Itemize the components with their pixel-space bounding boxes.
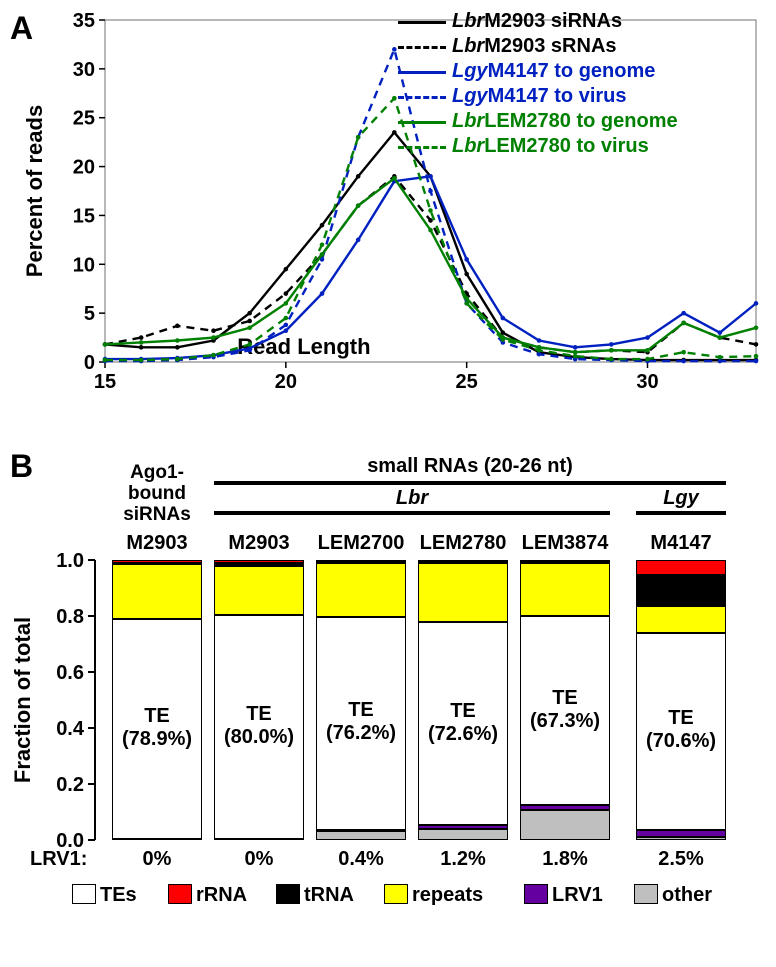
bar-segment-repeats <box>636 606 726 633</box>
bar-segment-other <box>520 810 610 840</box>
legend-swatch <box>398 71 446 74</box>
legend-b-item: rRNA <box>168 884 247 907</box>
legend-b-item: other <box>634 884 712 907</box>
lrv-value: 1.8% <box>514 848 616 871</box>
bar-segment-tRNA <box>636 575 726 606</box>
svg-text:0.4: 0.4 <box>56 718 85 740</box>
svg-text:0.6: 0.6 <box>56 662 84 684</box>
column-label: M4147 <box>630 532 732 555</box>
bar-segment-rRNA <box>112 560 202 563</box>
svg-text:15: 15 <box>73 205 95 227</box>
te-label: TE(78.9%) <box>106 705 208 751</box>
bar-segment-rRNA <box>418 560 508 562</box>
bar-segment-repeats <box>520 563 610 616</box>
svg-text:1.0: 1.0 <box>56 550 84 572</box>
svg-text:20: 20 <box>73 157 95 179</box>
bar-segment-repeats <box>214 566 304 615</box>
bar-segment-other <box>316 831 406 840</box>
bar-segment-repeats <box>418 563 508 622</box>
bar-column: TE(78.9%) <box>112 560 202 840</box>
header-main: small RNAs (20-26 nt) <box>214 455 726 478</box>
svg-text:30: 30 <box>73 59 95 81</box>
legend-b-item: TEs <box>72 884 137 907</box>
bar-column: TE(72.6%) <box>418 560 508 840</box>
bar-segment-rRNA <box>214 560 304 563</box>
lrv-value: 0% <box>208 848 310 871</box>
svg-text:Percent of reads: Percent of reads <box>22 105 47 277</box>
legend-swatch <box>398 96 446 99</box>
lrv-label: LRV1: <box>30 848 87 871</box>
bar-column: TE(76.2%) <box>316 560 406 840</box>
legend-swatch <box>398 121 446 124</box>
bar-column: TE(70.6%) <box>636 560 726 840</box>
svg-text:5: 5 <box>84 303 95 325</box>
te-label: TE(67.3%) <box>514 687 616 733</box>
svg-text:25: 25 <box>73 108 95 130</box>
header-lbr: Lbr <box>214 487 610 510</box>
bar-segment-rRNA <box>636 560 726 575</box>
svg-text:35: 35 <box>73 10 95 32</box>
bar-segment-LRV1 <box>636 830 726 837</box>
bar-column: TE(67.3%) <box>520 560 610 840</box>
legend-b-item: repeats <box>384 884 483 907</box>
bar-segment-other <box>418 829 508 840</box>
bar-segment-tRNA <box>214 563 304 566</box>
bar-column: TE(80.0%) <box>214 560 304 840</box>
legend-swatch <box>398 21 446 24</box>
legend-label: LbrM2903 siRNAs <box>452 10 622 33</box>
header-lgy: Lgy <box>636 487 726 510</box>
te-label: TE(76.2%) <box>310 699 412 745</box>
legend-label: LbrLEM2780 to virus <box>452 135 649 158</box>
column-label: M2903 <box>106 532 208 555</box>
te-label: TE(70.6%) <box>630 707 732 753</box>
legend-swatch <box>398 146 446 149</box>
bar-segment-rRNA <box>520 560 610 562</box>
column-label: LEM2780 <box>412 532 514 555</box>
svg-text:15: 15 <box>94 371 116 393</box>
column-label: M2903 <box>208 532 310 555</box>
legend-b-item: LRV1 <box>524 884 603 907</box>
lrv-value: 1.2% <box>412 848 514 871</box>
column-label: LEM3874 <box>514 532 616 555</box>
bar-segment-other <box>636 837 726 840</box>
bar-segment-LRV1 <box>418 825 508 828</box>
header-bar-main <box>214 481 726 485</box>
bar-segment-repeats <box>112 564 202 619</box>
svg-text:25: 25 <box>456 371 478 393</box>
column-label: LEM2700 <box>310 532 412 555</box>
legend-label: LbrM2903 sRNAs <box>452 35 617 58</box>
svg-text:20: 20 <box>275 371 297 393</box>
te-label: TE(72.6%) <box>412 700 514 746</box>
legend-b-item: tRNA <box>276 884 354 907</box>
svg-text:10: 10 <box>73 254 95 276</box>
legend-label: LbrLEM2780 to genome <box>452 110 678 133</box>
svg-text:0.2: 0.2 <box>56 774 84 796</box>
lrv-value: 2.5% <box>630 848 732 871</box>
te-label: TE(80.0%) <box>208 703 310 749</box>
bar-segment-LRV1 <box>520 805 610 810</box>
svg-text:30: 30 <box>636 371 658 393</box>
header-bar-lgy <box>636 511 726 515</box>
bar-segment-rRNA <box>316 560 406 562</box>
header-bar-lbr <box>214 511 610 515</box>
panel-a-chart: 0510152025303515202530Percent of readsRe… <box>0 0 776 420</box>
svg-text:Fraction of total: Fraction of total <box>10 617 35 783</box>
legend-label: LgyM4147 to genome <box>452 60 655 83</box>
svg-text:0.8: 0.8 <box>56 606 84 628</box>
legend-swatch <box>398 46 446 49</box>
header-ago1: Ago1-boundsiRNAs <box>100 463 214 526</box>
lrv-value: 0% <box>106 848 208 871</box>
bar-segment-repeats <box>316 563 406 616</box>
lrv-value: 0.4% <box>310 848 412 871</box>
legend-label: LgyM4147 to virus <box>452 85 627 108</box>
